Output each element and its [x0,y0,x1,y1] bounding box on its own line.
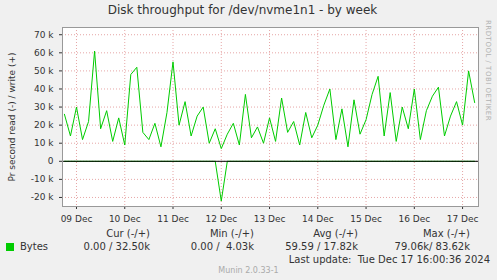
svg-text:12 Dec: 12 Dec [205,214,237,224]
svg-text:16 Dec: 16 Dec [398,214,430,224]
svg-text:Pr second read (-) / write (+): Pr second read (-) / write (+) [7,53,17,182]
html-text:Disk throughput for /dev/nvme1: Disk throughput for /dev/nvme1n1 - by we… [107,3,378,17]
svg-text:13 Dec: 13 Dec [254,214,286,224]
svg-text:70 k: 70 k [34,30,54,40]
svg-text:50 k: 50 k [34,66,54,76]
html-text:Avg (-/+): Avg (-/+) [313,228,358,239]
html-text:59.59 / 17.82k: 59.59 / 17.82k [285,241,358,252]
svg-text:10 k: 10 k [34,138,54,148]
svg-text:11 Dec: 11 Dec [157,214,189,224]
html-text:Min (-/+): Min (-/+) [209,228,254,239]
svg-text:-10 k: -10 k [31,174,55,184]
html-text:Last update: Tue Dec 17 16:00:: Last update: Tue Dec 17 16:00:36 2024 [288,254,490,265]
svg-text:15 Dec: 15 Dec [350,214,382,224]
html-text:0.00 / 4.03k: 0.00 / 4.03k [190,241,254,252]
html-text:Cur (-/+): Cur (-/+) [106,228,150,239]
html-text:Bytes: Bytes [20,241,49,252]
html-text:Munin 2.0.33-1: Munin 2.0.33-1 [218,266,279,275]
html-text:79.06k/ 83.62k: 79.06k/ 83.62k [394,241,470,252]
svg-text:14 Dec: 14 Dec [302,214,334,224]
html-text:RRDTOOL / TOBI OETIKER: RRDTOOL / TOBI OETIKER [484,20,492,122]
svg-text:0: 0 [48,156,54,166]
svg-text:40 k: 40 k [34,84,54,94]
svg-text:30 k: 30 k [34,102,54,112]
svg-text:09 Dec: 09 Dec [61,214,93,224]
svg-text:60 k: 60 k [34,48,54,58]
svg-text:17 Dec: 17 Dec [447,214,479,224]
html-text:0.00 / 32.50k: 0.00 / 32.50k [83,241,150,252]
svg-text:20 k: 20 k [34,120,54,130]
svg-text:-20 k: -20 k [31,192,55,202]
svg-text:10 Dec: 10 Dec [109,214,141,224]
html-text:Max (-/+): Max (-/+) [423,228,470,239]
